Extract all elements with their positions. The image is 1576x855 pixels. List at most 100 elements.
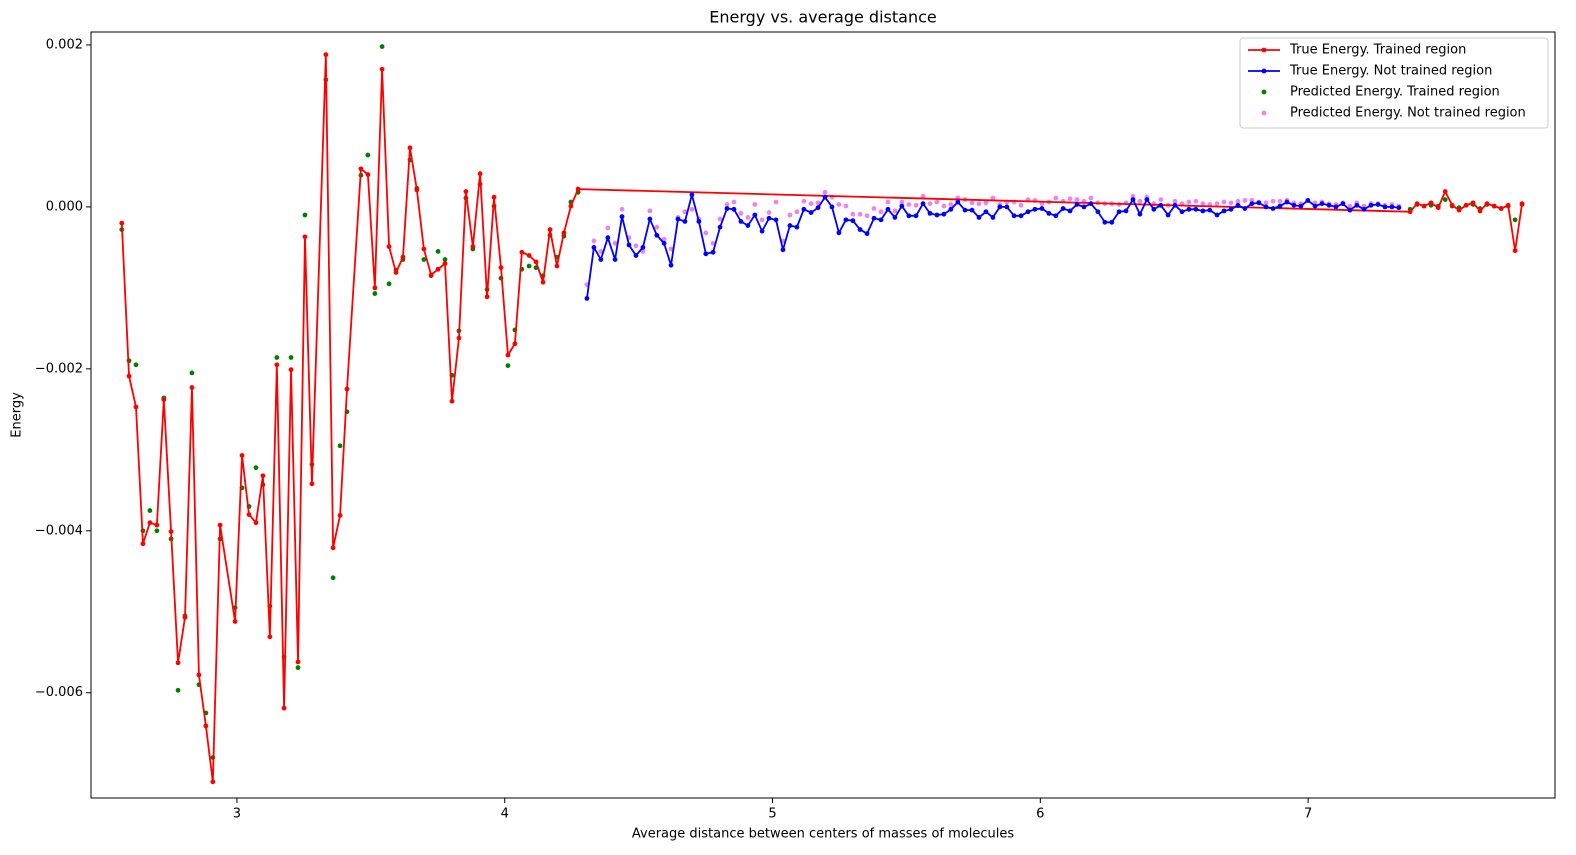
scatter-point (899, 199, 905, 205)
line-marker (1396, 205, 1402, 211)
scatter-point (1263, 200, 1269, 206)
x-tick-label: 7 (1304, 807, 1312, 822)
y-axis-label: Energy (10, 392, 25, 438)
line-marker (822, 194, 828, 200)
line-marker (647, 216, 653, 222)
scatter-point (274, 355, 280, 360)
scatter-point (892, 208, 898, 214)
line-marker (1200, 208, 1206, 214)
legend-marker (1261, 110, 1267, 116)
line-marker (210, 779, 216, 785)
line-marker (689, 192, 695, 198)
scatter-point (288, 355, 294, 360)
line-marker (1298, 203, 1304, 209)
line-marker (1088, 201, 1094, 207)
line-marker (253, 520, 259, 526)
line-marker (407, 145, 413, 151)
line-marker (682, 219, 688, 224)
line-marker (983, 209, 989, 215)
line-marker (920, 201, 926, 207)
scatter-point (843, 203, 849, 209)
line-marker (379, 66, 385, 72)
line-marker (400, 254, 406, 260)
scatter-point (1242, 198, 1248, 203)
scatter-point (612, 240, 618, 246)
line-marker (449, 398, 455, 404)
line-marker (1193, 206, 1199, 212)
scatter-point (717, 216, 723, 222)
line-marker (703, 251, 709, 257)
line-marker (990, 215, 996, 220)
scatter-point (1172, 198, 1178, 204)
scatter-point (976, 201, 982, 207)
line-marker (133, 404, 139, 410)
line-marker (969, 207, 975, 213)
scatter-point (738, 210, 744, 216)
line-marker (836, 230, 842, 236)
scatter-point (421, 257, 427, 262)
line-marker (1519, 201, 1525, 207)
line-marker (393, 270, 399, 275)
scatter-point (927, 201, 933, 207)
scatter-point (724, 202, 730, 207)
line-marker (519, 249, 525, 255)
line-marker (801, 206, 807, 212)
scatter-point (1067, 196, 1073, 202)
line-marker (281, 705, 287, 711)
legend-marker (1261, 89, 1267, 95)
legend-box (1239, 37, 1549, 129)
line-marker (1025, 209, 1031, 215)
scatter-point (752, 202, 758, 207)
line-marker (232, 619, 238, 624)
scatter-point (801, 198, 807, 204)
line-marker (766, 215, 772, 221)
line-marker (1242, 206, 1248, 211)
line-marker (302, 234, 308, 240)
line-marker (295, 659, 301, 665)
line-marker (1074, 202, 1080, 207)
line-marker (323, 52, 329, 58)
line-marker (878, 217, 884, 223)
line-marker (745, 223, 751, 228)
line-marker (850, 218, 856, 224)
line-marker (1375, 202, 1381, 207)
scatter-point (948, 202, 954, 207)
scatter-point (703, 230, 709, 236)
line-marker (1109, 219, 1115, 225)
scatter-point (787, 212, 793, 218)
line-marker (491, 194, 497, 200)
line-marker (288, 367, 294, 373)
line-marker (217, 522, 223, 528)
legend-label: True Energy. Not trained region (1289, 64, 1492, 79)
line-marker (1512, 248, 1518, 254)
scatter-point (337, 443, 343, 449)
scatter-point (990, 195, 996, 201)
line-marker (808, 210, 814, 215)
line-marker (1011, 213, 1017, 219)
line-marker (189, 385, 195, 390)
line-marker (1256, 200, 1262, 206)
scatter-point (1200, 201, 1206, 207)
line-marker (661, 240, 667, 246)
scatter-point (605, 225, 611, 231)
scatter-point (878, 209, 884, 215)
line-marker (182, 615, 188, 620)
line-marker (899, 203, 905, 209)
line-marker (1186, 206, 1192, 212)
line-marker (955, 199, 961, 205)
line-marker (934, 212, 940, 218)
line-marker (1449, 202, 1455, 208)
y-tick-label: 0.002 (46, 37, 83, 52)
line-marker (477, 171, 483, 177)
line-marker (498, 265, 504, 271)
scatter-point (1193, 198, 1199, 204)
scatter-point (598, 249, 604, 254)
scatter-point (372, 291, 378, 296)
line-marker (1361, 206, 1367, 212)
line-marker (463, 189, 469, 194)
line-marker (1235, 202, 1241, 208)
line-marker (1407, 209, 1413, 215)
line-marker (1046, 210, 1052, 216)
line-marker (330, 545, 336, 551)
line-marker (239, 453, 245, 458)
